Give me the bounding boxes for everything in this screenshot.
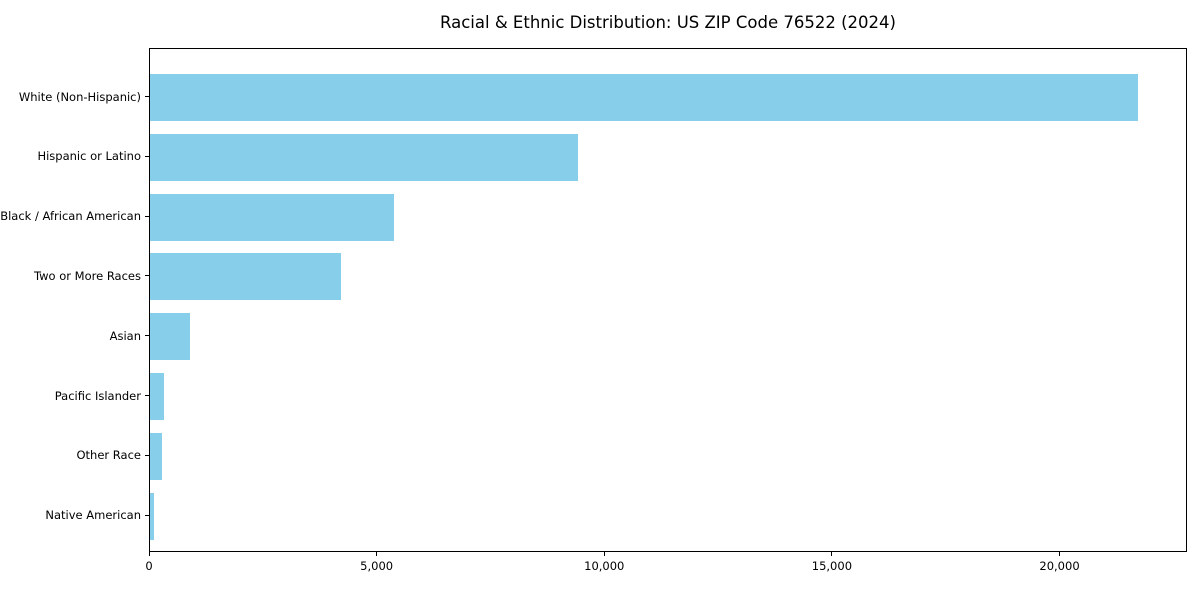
y-tick-mark	[145, 215, 149, 217]
bar-hispanic-or-latino	[150, 133, 578, 181]
category-label-hispanic-or-latino: Hispanic or Latino	[37, 149, 141, 164]
y-tick-mark	[145, 275, 149, 277]
chart-title: Racial & Ethnic Distribution: US ZIP Cod…	[440, 13, 896, 32]
bar-white-non-hispanic	[150, 74, 1138, 121]
category-label-black-african-american: Black / African American	[0, 209, 141, 224]
category-label-native-american: Native American	[45, 508, 141, 523]
x-tick-label-20000: 20,000	[1039, 559, 1080, 573]
category-label-other-race: Other Race	[76, 448, 142, 463]
bar-native-american	[150, 492, 154, 540]
bar-two-or-more-races	[150, 253, 342, 301]
x-tick-label-0: 0	[145, 559, 153, 573]
x-tick-label-15000: 15,000	[811, 559, 853, 573]
y-tick-mark	[145, 155, 149, 157]
x-tick-mark	[603, 552, 605, 556]
x-tick-mark	[831, 552, 833, 556]
x-tick-label-5000: 5,000	[360, 559, 394, 573]
y-tick-mark	[145, 335, 149, 337]
bar-asian	[150, 313, 191, 361]
y-tick-mark	[145, 96, 149, 97]
category-label-two-or-more-races: Two or More Races	[34, 268, 141, 283]
y-tick-mark	[145, 514, 149, 516]
bar-other-race	[150, 432, 163, 480]
category-label-asian: Asian	[109, 328, 141, 343]
bars-layer	[150, 49, 1186, 551]
category-label-pacific-islander: Pacific Islander	[54, 388, 141, 403]
category-label-white-non-hispanic: White (Non-Hispanic)	[18, 89, 141, 104]
bar-black-african-american	[150, 193, 395, 241]
y-tick-mark	[145, 395, 149, 396]
x-tick-mark	[1059, 552, 1061, 556]
y-tick-mark	[145, 454, 149, 456]
plot-area	[149, 48, 1187, 552]
x-tick-label-10000: 10,000	[584, 559, 625, 573]
x-tick-mark	[148, 552, 150, 556]
x-tick-mark	[376, 552, 378, 556]
bar-pacific-islander	[150, 373, 164, 420]
